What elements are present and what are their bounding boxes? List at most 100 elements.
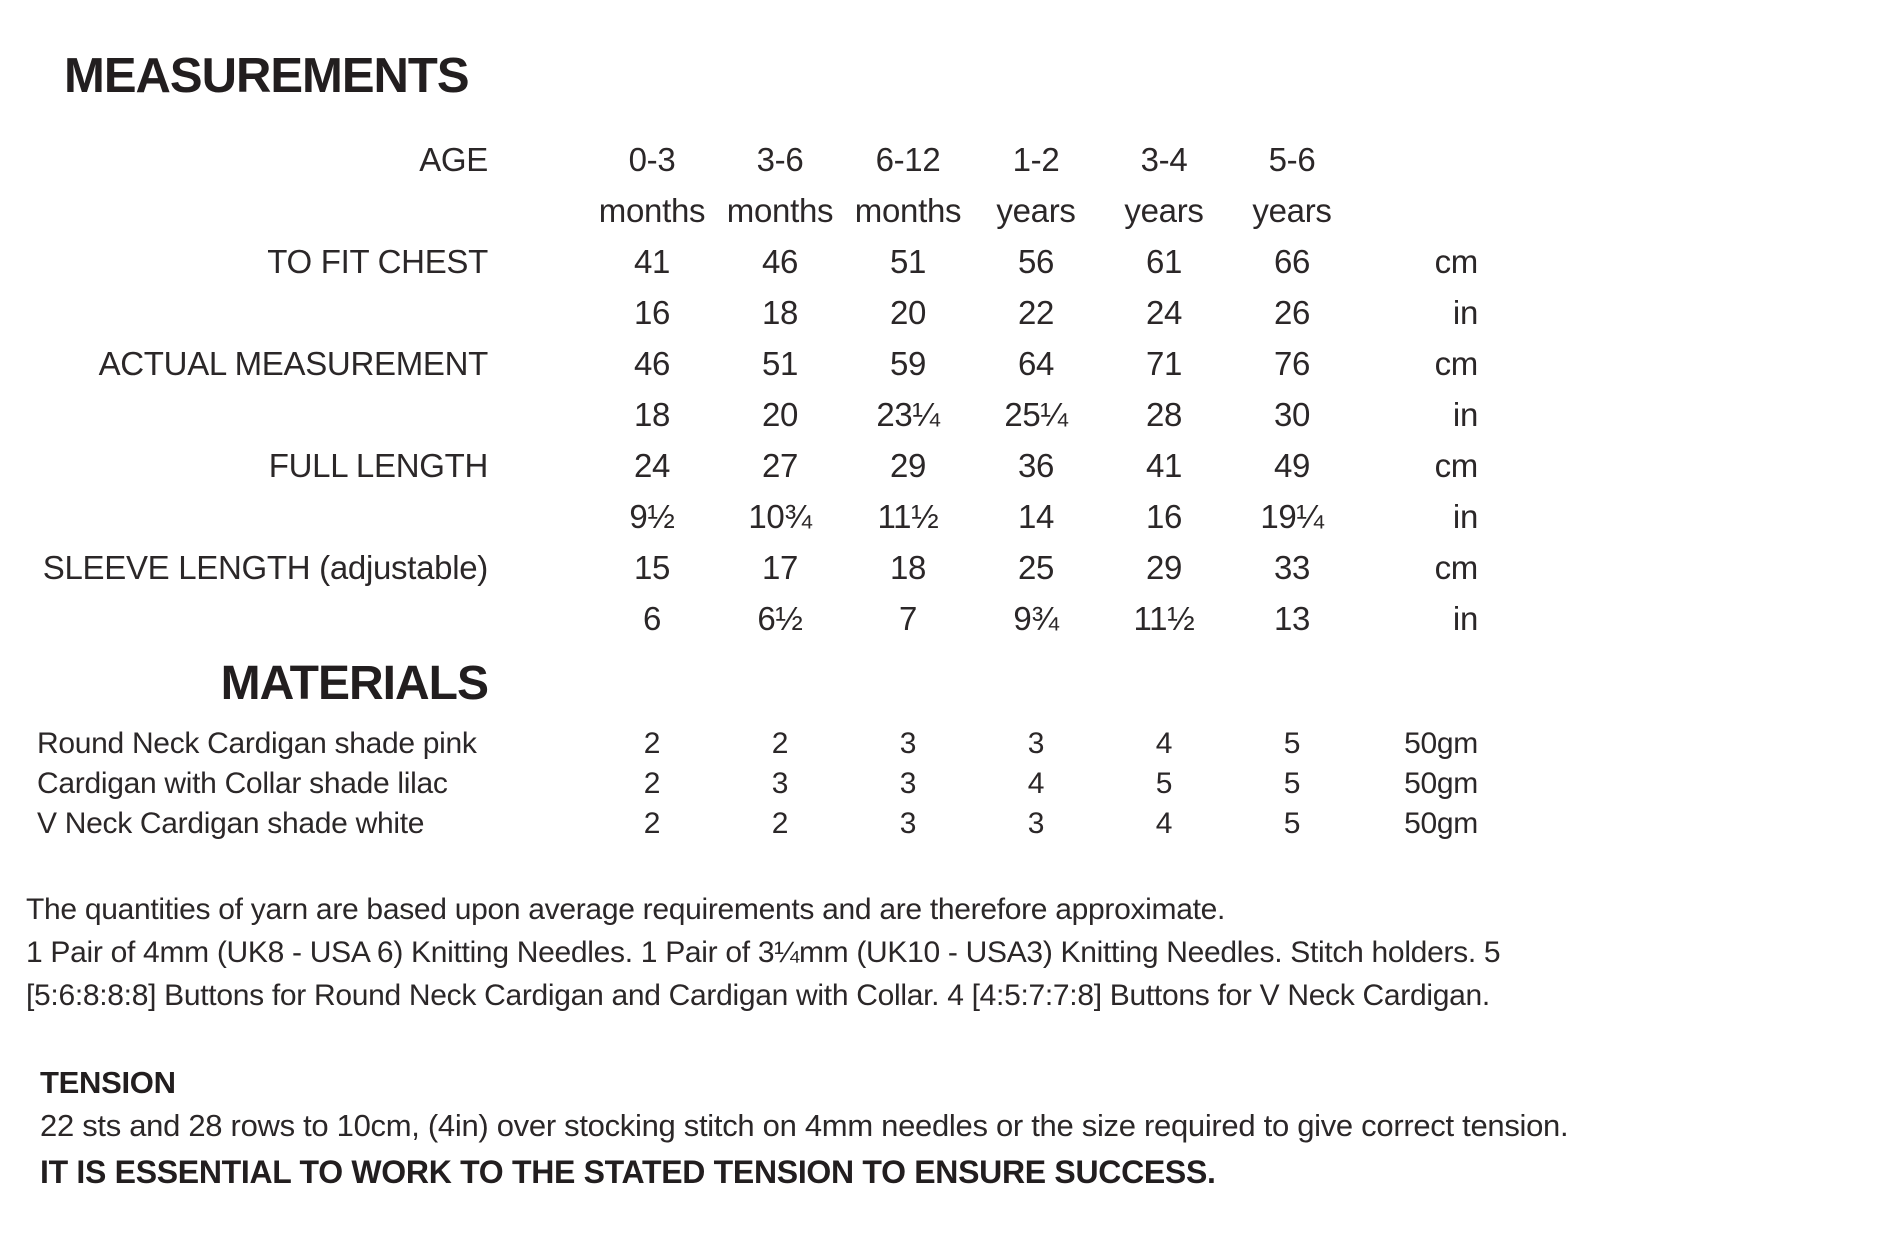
material-row-label: V Neck Cardigan shade white [37,807,425,840]
row-label-age: AGE [419,141,488,178]
measurement-value-cm: 46 [761,243,799,280]
material-quantity: 3 [899,767,917,800]
measurement-row-label: TO FIT CHEST [267,243,488,280]
material-quantity: 4 [1027,767,1045,800]
material-quantity: 4 [1155,807,1173,840]
measurement-value-cm: 71 [1145,345,1183,382]
measurement-value-in: 9¾ [1013,600,1059,637]
material-quantity: 2 [771,727,789,760]
tension-emphasis: IT IS ESSENTIAL TO WORK TO THE STATED TE… [40,1154,1216,1190]
row-label-empty [26,287,588,338]
measurement-value-in: 13 [1273,600,1311,637]
material-quantity: 3 [1027,807,1045,840]
material-quantity: 2 [643,767,661,800]
tension-body: 22 sts and 28 rows to 10cm, (4in) over s… [40,1108,1569,1143]
unit-cell-empty [1356,185,1478,236]
measurement-value-cm: 66 [1273,243,1311,280]
row-label-empty [26,389,588,440]
measurement-value-in: 25¼ [1004,396,1068,433]
unit-in-label: in [1452,396,1478,433]
measurement-value-cm: 59 [889,345,927,382]
measurements-table: AGE 0-3 3-6 6-12 1-2 3-4 5-6 months months months… [26,134,1894,644]
material-quantity: 3 [899,807,917,840]
measurement-row-label: ACTUAL MEASUREMENT [98,345,489,382]
material-quantity: 5 [1155,767,1173,800]
measurement-value-cm: 29 [1145,549,1183,586]
unit-cm-label: cm [1434,549,1479,586]
measurements-title: MEASUREMENTS [64,49,470,103]
material-quantity: 2 [771,807,789,840]
measurement-value-cm: 15 [633,549,671,586]
note-line-1: The quantities of yarn are based upon av… [26,893,1226,926]
measurement-value-cm: 49 [1273,447,1311,484]
row-label-empty [26,593,588,644]
unit-cm-label: cm [1434,447,1479,484]
material-ball-weight: 50gm [1404,727,1478,760]
age-unit-cell: months [726,192,834,229]
measurement-value-cm: 41 [633,243,671,280]
row-label-empty [26,491,588,542]
measurement-value-cm: 29 [889,447,927,484]
measurement-value-in: 18 [761,294,799,331]
measurement-value-in: 28 [1145,396,1183,433]
tension-heading: TENSION [40,1065,176,1100]
material-quantity: 5 [1283,807,1301,840]
yarn-notes: The quantities of yarn are based upon av… [26,888,1894,1017]
age-range-cell: 3-4 [1140,141,1188,178]
measurement-row-label: SLEEVE LENGTH (adjustable) [42,549,489,586]
age-unit-cell: years [996,192,1076,229]
measurement-value-in: 16 [633,294,671,331]
material-quantity: 3 [899,727,917,760]
measurement-value-cm: 51 [889,243,927,280]
measurement-value-in: 7 [898,600,918,637]
measurement-value-cm: 76 [1273,345,1311,382]
measurement-value-in: 30 [1273,396,1311,433]
measurement-value-cm: 24 [633,447,671,484]
tension-section: TENSION 22 sts and 28 rows to 10cm, (4in… [40,1063,1894,1195]
age-unit-cell: years [1124,192,1204,229]
material-quantity: 5 [1283,727,1301,760]
measurement-row-label: FULL LENGTH [268,447,489,484]
material-quantity: 3 [1027,727,1045,760]
measurement-value-cm: 27 [761,447,799,484]
material-ball-weight: 50gm [1404,807,1478,840]
age-range-cell: 0-3 [628,141,676,178]
measurement-value-cm: 17 [761,549,799,586]
measurement-value-cm: 51 [761,345,799,382]
unit-cell-empty [1356,134,1478,185]
material-row-label: Cardigan with Collar shade lilac [37,767,448,800]
measurement-value-cm: 46 [633,345,671,382]
unit-in-label: in [1452,498,1478,535]
measurement-value-in: 9½ [629,498,675,535]
age-range-cell: 5-6 [1268,141,1316,178]
note-line-2: 1 Pair of 4mm (UK8 - USA 6) Knitting Nee… [26,936,1501,969]
measurement-value-in: 11½ [877,498,939,535]
measurement-value-in: 6 [642,600,662,637]
measurement-value-in: 6½ [757,600,803,637]
measurement-value-in: 10¾ [748,498,812,535]
material-quantity: 2 [643,807,661,840]
note-line-3: [5:6:8:8:8] Buttons for Round Neck Cardi… [26,979,1490,1012]
measurement-value-cm: 64 [1017,345,1055,382]
measurement-value-cm: 33 [1273,549,1311,586]
material-quantity: 5 [1283,767,1301,800]
material-row-label: Round Neck Cardigan shade pink [37,727,477,760]
age-range-cell: 3-6 [756,141,804,178]
measurement-value-in: 20 [889,294,927,331]
age-range-cell: 1-2 [1012,141,1060,178]
measurement-value-in: 19¼ [1260,498,1324,535]
age-unit-cell: months [854,192,962,229]
measurement-value-cm: 56 [1017,243,1055,280]
measurement-value-in: 23¼ [876,396,940,433]
measurement-value-in: 26 [1273,294,1311,331]
measurement-value-in: 14 [1017,498,1055,535]
measurement-value-cm: 18 [889,549,927,586]
material-ball-weight: 50gm [1404,767,1478,800]
measurement-value-in: 18 [633,396,671,433]
measurement-value-in: 11½ [1133,600,1195,637]
age-unit-cell: years [1252,192,1332,229]
measurement-value-cm: 41 [1145,447,1183,484]
measurement-value-cm: 36 [1017,447,1055,484]
age-unit-cell: months [598,192,706,229]
